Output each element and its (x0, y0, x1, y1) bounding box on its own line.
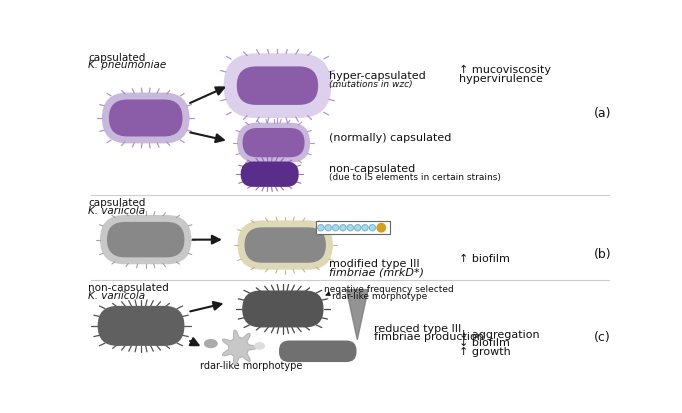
Text: (mutations in wzc): (mutations in wzc) (329, 80, 413, 88)
FancyBboxPatch shape (224, 54, 331, 119)
Text: rdar-like morphotype: rdar-like morphotype (331, 292, 427, 301)
Text: hyper-capsulated: hyper-capsulated (329, 71, 426, 81)
Text: reduced type III: reduced type III (374, 323, 462, 333)
Text: ↓ aggregation: ↓ aggregation (459, 329, 539, 339)
FancyBboxPatch shape (107, 222, 184, 258)
Text: capsulated: capsulated (89, 52, 146, 63)
Text: K. pneumoniae: K. pneumoniae (89, 60, 166, 70)
FancyBboxPatch shape (241, 162, 299, 188)
FancyBboxPatch shape (237, 123, 310, 163)
Ellipse shape (254, 342, 265, 350)
Text: fimbriae production: fimbriae production (374, 332, 484, 342)
FancyBboxPatch shape (316, 222, 390, 235)
Text: (c): (c) (593, 330, 610, 343)
FancyBboxPatch shape (245, 228, 326, 263)
Text: non-capsulated: non-capsulated (89, 282, 169, 292)
Text: modified type III: modified type III (329, 259, 420, 268)
Polygon shape (222, 330, 256, 365)
Ellipse shape (204, 339, 218, 349)
Text: K. variicola: K. variicola (89, 206, 145, 216)
Text: negative frequency selected: negative frequency selected (324, 284, 454, 293)
Text: non-capsulated: non-capsulated (329, 164, 415, 174)
Circle shape (333, 225, 339, 231)
FancyBboxPatch shape (237, 67, 318, 106)
FancyBboxPatch shape (243, 129, 305, 158)
Text: (b): (b) (593, 248, 611, 261)
Text: hypervirulence: hypervirulence (459, 74, 543, 83)
FancyBboxPatch shape (109, 100, 183, 137)
FancyBboxPatch shape (279, 341, 357, 362)
FancyBboxPatch shape (237, 221, 333, 270)
Text: rdar-like morphotype: rdar-like morphotype (200, 360, 302, 370)
Text: (due to IS elements in certain strains): (due to IS elements in certain strains) (329, 173, 501, 181)
Text: ↑ mucoviscosity: ↑ mucoviscosity (459, 65, 551, 75)
Circle shape (318, 225, 324, 231)
Polygon shape (346, 290, 368, 340)
Text: ↑ growth: ↑ growth (459, 346, 511, 356)
Text: K. variicola: K. variicola (89, 290, 145, 300)
Circle shape (340, 225, 346, 231)
Circle shape (362, 225, 368, 231)
FancyBboxPatch shape (100, 216, 192, 265)
Text: (a): (a) (593, 107, 611, 120)
Circle shape (355, 225, 361, 231)
FancyBboxPatch shape (102, 93, 190, 144)
FancyBboxPatch shape (98, 306, 184, 346)
Circle shape (377, 224, 385, 233)
Circle shape (347, 225, 353, 231)
FancyBboxPatch shape (242, 291, 323, 328)
Text: ↓ biofilm: ↓ biofilm (459, 337, 509, 348)
Circle shape (369, 225, 376, 231)
Circle shape (325, 225, 331, 231)
Text: (normally) capsulated: (normally) capsulated (329, 133, 451, 142)
Text: capsulated: capsulated (89, 198, 146, 208)
Text: ↑ biofilm: ↑ biofilm (459, 253, 509, 263)
Text: fimbriae (mrkD*): fimbriae (mrkD*) (329, 267, 424, 277)
